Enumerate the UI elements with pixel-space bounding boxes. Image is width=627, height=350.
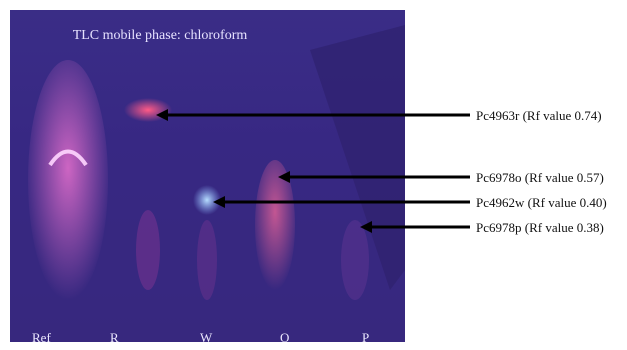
- annotation-label-pc4962w: Pc4962w (Rf value 0.40): [476, 195, 607, 210]
- lane-label-ref: Ref: [32, 330, 51, 342]
- tlc-plate-photo: TLC mobile phase: chloroform Ref R W O P: [10, 10, 405, 342]
- annotation-label-pc6978p: Pc6978p (Rf value 0.38): [476, 220, 604, 235]
- annotation-label-pc6978o: Pc6978o (Rf value 0.57): [476, 170, 604, 185]
- tlc-plate-image: [10, 10, 405, 342]
- lane-label-r: R: [110, 330, 119, 342]
- lane-label-w: W: [200, 330, 213, 342]
- plate-title: TLC mobile phase: chloroform: [72, 28, 248, 43]
- annotation-label-pc4963r: Pc4963r (Rf value 0.74): [476, 108, 602, 123]
- lane-label-o: O: [280, 330, 290, 342]
- lane-label-p: P: [362, 330, 370, 342]
